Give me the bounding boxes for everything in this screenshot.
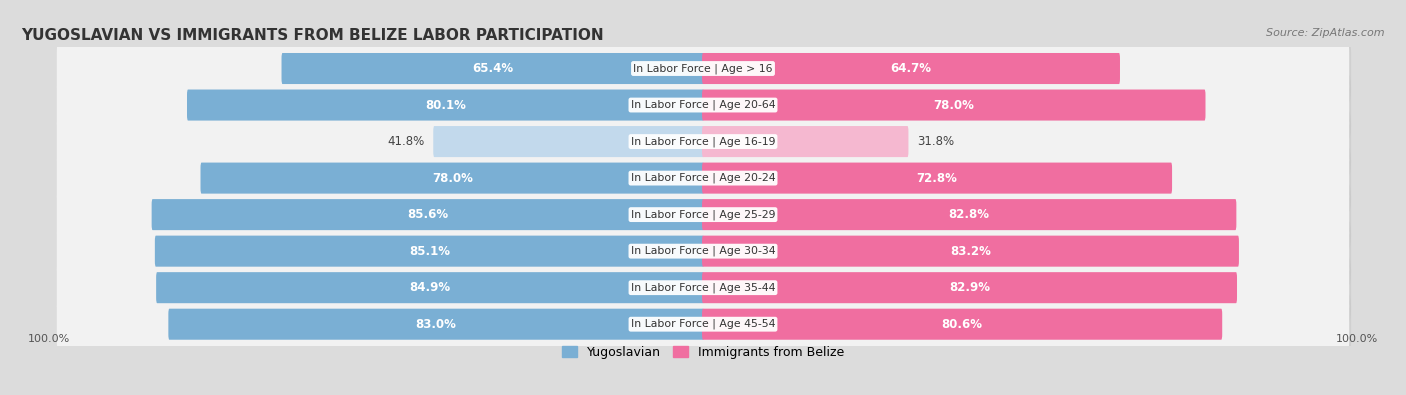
- Text: 41.8%: 41.8%: [387, 135, 425, 148]
- Text: 64.7%: 64.7%: [890, 62, 932, 75]
- Text: 65.4%: 65.4%: [472, 62, 513, 75]
- Text: 100.0%: 100.0%: [28, 334, 70, 344]
- Text: 31.8%: 31.8%: [917, 135, 955, 148]
- FancyBboxPatch shape: [56, 182, 1350, 247]
- FancyBboxPatch shape: [56, 255, 1350, 320]
- Text: 80.6%: 80.6%: [942, 318, 983, 331]
- FancyBboxPatch shape: [702, 126, 908, 157]
- FancyBboxPatch shape: [281, 53, 704, 84]
- FancyBboxPatch shape: [59, 147, 1351, 213]
- FancyBboxPatch shape: [59, 220, 1351, 286]
- Text: 83.0%: 83.0%: [416, 318, 457, 331]
- Text: In Labor Force | Age 35-44: In Labor Force | Age 35-44: [631, 282, 775, 293]
- FancyBboxPatch shape: [59, 293, 1351, 359]
- FancyBboxPatch shape: [56, 73, 1350, 137]
- FancyBboxPatch shape: [56, 146, 1350, 211]
- FancyBboxPatch shape: [59, 38, 1351, 103]
- Text: In Labor Force | Age 20-64: In Labor Force | Age 20-64: [631, 100, 775, 110]
- FancyBboxPatch shape: [702, 53, 1121, 84]
- Text: In Labor Force | Age > 16: In Labor Force | Age > 16: [633, 63, 773, 74]
- FancyBboxPatch shape: [702, 272, 1237, 303]
- FancyBboxPatch shape: [702, 236, 1239, 267]
- Text: 83.2%: 83.2%: [950, 245, 991, 258]
- Text: 84.9%: 84.9%: [409, 281, 450, 294]
- FancyBboxPatch shape: [702, 308, 1222, 340]
- FancyBboxPatch shape: [702, 163, 1173, 194]
- FancyBboxPatch shape: [156, 272, 704, 303]
- FancyBboxPatch shape: [56, 219, 1350, 284]
- Text: 82.8%: 82.8%: [949, 208, 990, 221]
- FancyBboxPatch shape: [59, 184, 1351, 249]
- Text: 80.1%: 80.1%: [425, 98, 465, 111]
- FancyBboxPatch shape: [56, 292, 1350, 357]
- Text: In Labor Force | Age 30-34: In Labor Force | Age 30-34: [631, 246, 775, 256]
- FancyBboxPatch shape: [155, 236, 704, 267]
- Text: YUGOSLAVIAN VS IMMIGRANTS FROM BELIZE LABOR PARTICIPATION: YUGOSLAVIAN VS IMMIGRANTS FROM BELIZE LA…: [21, 28, 603, 43]
- FancyBboxPatch shape: [152, 199, 704, 230]
- Text: 85.1%: 85.1%: [409, 245, 450, 258]
- FancyBboxPatch shape: [702, 199, 1236, 230]
- Text: Source: ZipAtlas.com: Source: ZipAtlas.com: [1267, 28, 1385, 38]
- FancyBboxPatch shape: [56, 36, 1350, 101]
- Text: In Labor Force | Age 45-54: In Labor Force | Age 45-54: [631, 319, 775, 329]
- FancyBboxPatch shape: [169, 308, 704, 340]
- Text: 82.9%: 82.9%: [949, 281, 990, 294]
- FancyBboxPatch shape: [187, 90, 704, 120]
- Text: In Labor Force | Age 25-29: In Labor Force | Age 25-29: [631, 209, 775, 220]
- Text: 78.0%: 78.0%: [432, 171, 472, 184]
- Text: 85.6%: 85.6%: [408, 208, 449, 221]
- Text: In Labor Force | Age 20-24: In Labor Force | Age 20-24: [631, 173, 775, 183]
- Text: In Labor Force | Age 16-19: In Labor Force | Age 16-19: [631, 136, 775, 147]
- FancyBboxPatch shape: [56, 109, 1350, 174]
- Text: 72.8%: 72.8%: [917, 171, 957, 184]
- FancyBboxPatch shape: [201, 163, 704, 194]
- FancyBboxPatch shape: [702, 90, 1205, 120]
- FancyBboxPatch shape: [59, 111, 1351, 176]
- FancyBboxPatch shape: [59, 257, 1351, 322]
- Text: 100.0%: 100.0%: [1336, 334, 1378, 344]
- FancyBboxPatch shape: [59, 74, 1351, 139]
- FancyBboxPatch shape: [433, 126, 704, 157]
- Legend: Yugoslavian, Immigrants from Belize: Yugoslavian, Immigrants from Belize: [557, 341, 849, 364]
- Text: 78.0%: 78.0%: [934, 98, 974, 111]
